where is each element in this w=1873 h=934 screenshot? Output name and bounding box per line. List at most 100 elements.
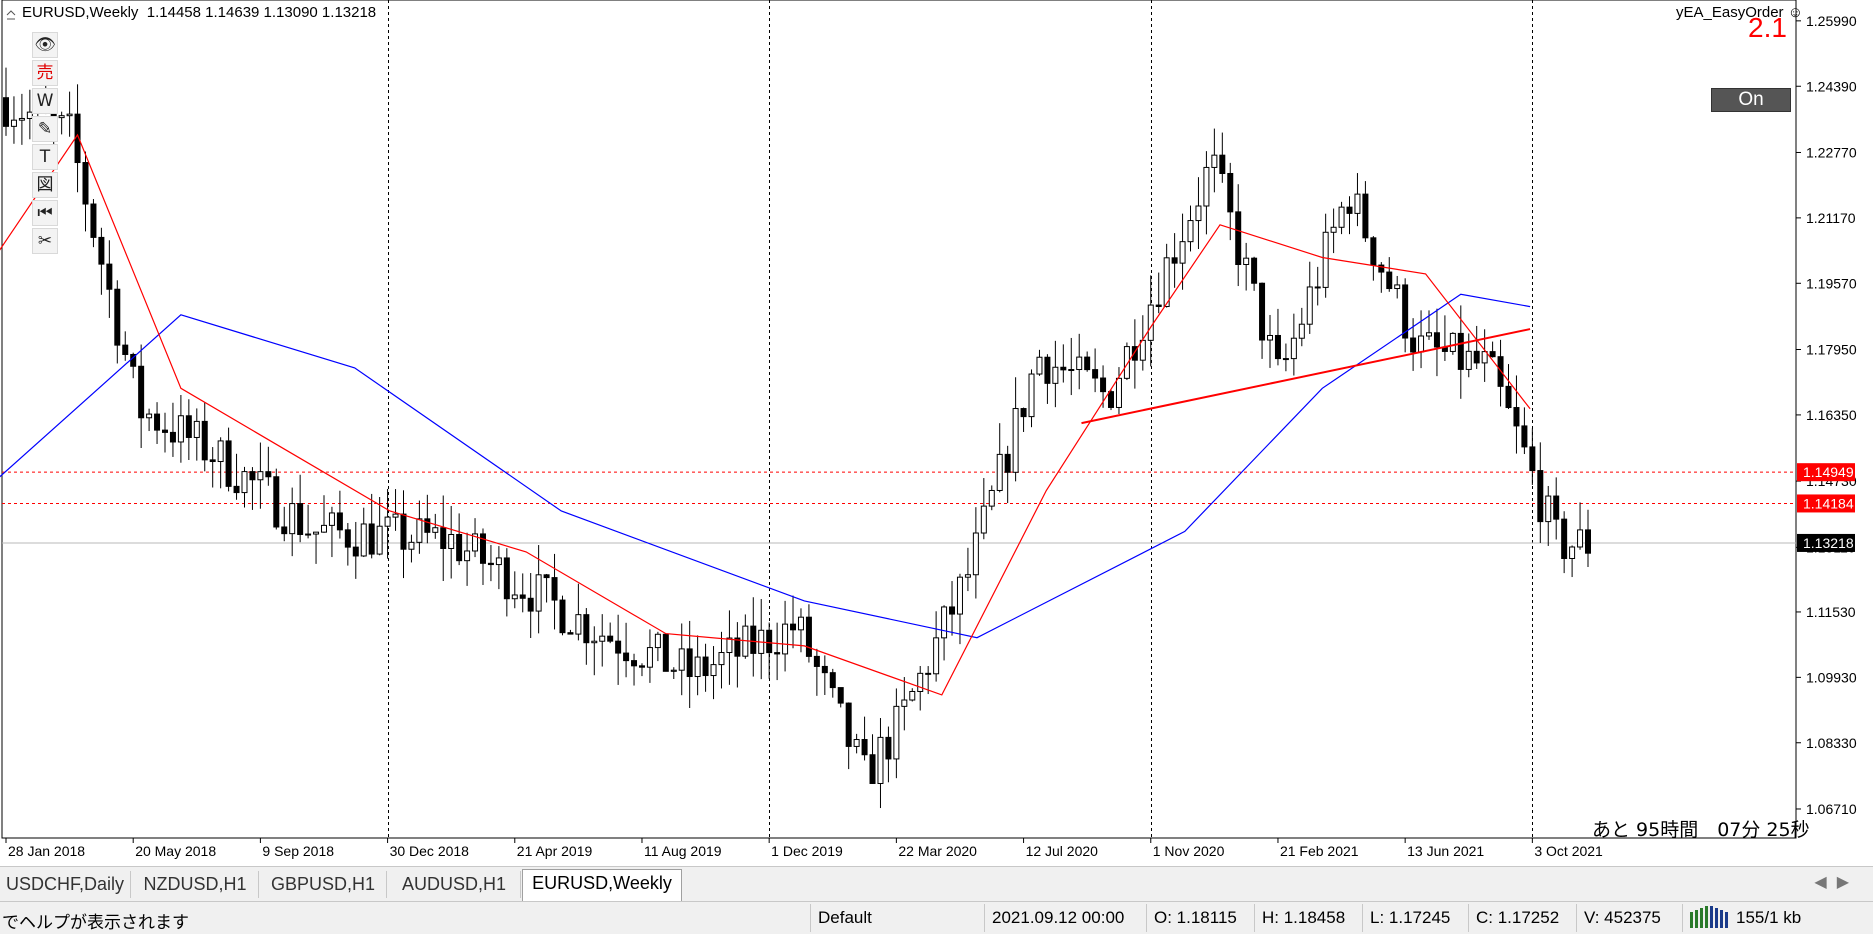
bull-candle xyxy=(1147,304,1154,341)
bull-candle xyxy=(193,420,200,438)
bear-candle xyxy=(1020,408,1027,418)
bear-candle xyxy=(138,365,145,419)
current-price-label: 1.13218 xyxy=(1803,535,1854,551)
bull-candle xyxy=(893,705,900,760)
bear-candle xyxy=(1529,446,1536,472)
x-tick-label: 22 Mar 2020 xyxy=(898,843,977,859)
bear-candle xyxy=(638,665,645,668)
bear-candle xyxy=(925,672,932,675)
connection-bars-icon xyxy=(1690,906,1728,933)
ohlc-title: 1.14458 1.14639 1.13090 1.13218 xyxy=(146,4,377,21)
x-tick-label: 11 Aug 2019 xyxy=(644,843,722,859)
scissors-icon[interactable]: ✂ xyxy=(32,228,58,254)
status-bar: でヘルプが表示されます Default 2021.09.12 00:00 O: … xyxy=(0,901,1873,934)
bear-candle xyxy=(169,431,176,443)
bull-candle xyxy=(909,690,916,701)
bull-candle xyxy=(257,471,264,481)
bull-candle xyxy=(1036,356,1043,375)
bear-candle xyxy=(114,288,121,346)
x-tick-label: 3 Oct 2021 xyxy=(1534,843,1603,859)
bull-candle xyxy=(670,669,677,672)
bull-candle xyxy=(177,415,184,443)
symbol-title: EURUSD,Weekly xyxy=(22,4,139,21)
bear-candle xyxy=(90,203,97,238)
diagram-icon[interactable]: 図 xyxy=(32,172,58,198)
bull-candle xyxy=(1068,369,1075,372)
bull-candle xyxy=(328,512,335,526)
bear-candle xyxy=(837,687,844,704)
fast-moving-average xyxy=(0,133,1531,696)
bear-candle xyxy=(1346,206,1353,214)
bull-candle xyxy=(10,119,17,127)
status-traffic: 155/1 kb xyxy=(1736,908,1802,927)
bull-candle xyxy=(710,664,717,677)
bear-candle xyxy=(1084,356,1091,371)
text-icon[interactable]: T xyxy=(32,144,58,170)
bear-candle xyxy=(1457,332,1464,370)
bull-candle xyxy=(694,656,701,678)
bear-candle xyxy=(845,702,852,747)
bull-candle xyxy=(1211,154,1218,168)
bull-candle xyxy=(1243,257,1250,266)
bull-candle xyxy=(941,606,948,639)
bull-candle xyxy=(726,637,733,654)
bear-candle xyxy=(1100,377,1107,393)
tab-audusd-h1[interactable]: AUDUSD,H1 xyxy=(388,871,521,898)
eye-icon[interactable]: 👁 xyxy=(32,32,58,58)
bull-candle xyxy=(376,525,383,555)
bull-candle xyxy=(1203,166,1210,207)
bear-candle xyxy=(1235,211,1242,266)
bear-candle xyxy=(607,635,614,642)
pencil-icon[interactable]: ✎ xyxy=(32,116,58,142)
chart-title: EURUSD,Weekly 1.14458 1.14639 1.13090 1.… xyxy=(22,4,376,21)
bear-candle xyxy=(631,660,638,667)
sell-icon[interactable]: 売 xyxy=(32,60,58,86)
tab-scroll-arrows[interactable]: ◀▶ xyxy=(1814,872,1859,891)
bear-candle xyxy=(1585,529,1591,554)
bear-candle xyxy=(869,754,876,784)
bull-candle xyxy=(464,550,471,562)
bear-candle xyxy=(209,459,216,463)
bull-candle xyxy=(646,647,653,668)
bull-candle xyxy=(599,635,606,642)
ea-on-button[interactable]: On xyxy=(1711,88,1791,112)
bull-candle xyxy=(58,115,65,119)
bull-candle xyxy=(511,594,518,600)
bear-candle xyxy=(368,523,375,555)
w-icon[interactable]: W xyxy=(32,88,58,114)
bear-candle xyxy=(352,546,359,557)
tab-usdchf-daily[interactable]: USDCHF,Daily xyxy=(0,871,131,898)
bull-candle xyxy=(1426,332,1433,337)
y-tick-label: 1.25990 xyxy=(1806,13,1857,29)
y-tick-label: 1.24390 xyxy=(1806,78,1857,94)
bull-candle xyxy=(448,534,455,549)
tab-gbpusd-h1[interactable]: GBPUSD,H1 xyxy=(260,871,387,898)
bear-candle xyxy=(1386,271,1393,290)
ea-name-label: yEA_EasyOrder ☺ xyxy=(1676,4,1804,21)
bull-candle xyxy=(408,541,415,550)
bull-candle xyxy=(1418,335,1425,353)
bull-candle xyxy=(305,533,312,536)
bull-candle xyxy=(289,503,296,535)
price-chart[interactable]: 1.25990 1.24390 1.22770 1.21170 1.19570 1.179… xyxy=(0,0,1873,866)
tab-nzdusd-h1[interactable]: NZDUSD,H1 xyxy=(132,871,259,898)
bull-candle xyxy=(1449,332,1456,352)
bear-candle xyxy=(161,429,168,433)
bull-candle xyxy=(1545,495,1552,523)
status-profile: Default xyxy=(818,908,872,927)
ea-version: 2.1 xyxy=(1748,12,1787,43)
bear-candle xyxy=(615,640,622,654)
bear-candle xyxy=(201,420,208,461)
bear-candle xyxy=(82,162,89,205)
bear-candle xyxy=(623,652,630,662)
bear-candle xyxy=(583,614,590,644)
x-tick-label: 20 May 2018 xyxy=(135,843,216,859)
bear-candle xyxy=(1274,334,1281,360)
tab-eurusd-weekly[interactable]: EURUSD,Weekly xyxy=(522,869,682,901)
bull-candle xyxy=(1354,193,1361,214)
y-tick-label: 1.08330 xyxy=(1806,735,1857,751)
rewind-icon[interactable]: ⏮ xyxy=(32,200,58,226)
x-tick-label: 1 Nov 2020 xyxy=(1153,843,1225,859)
bull-candle xyxy=(1195,205,1202,222)
bear-candle xyxy=(885,736,892,760)
